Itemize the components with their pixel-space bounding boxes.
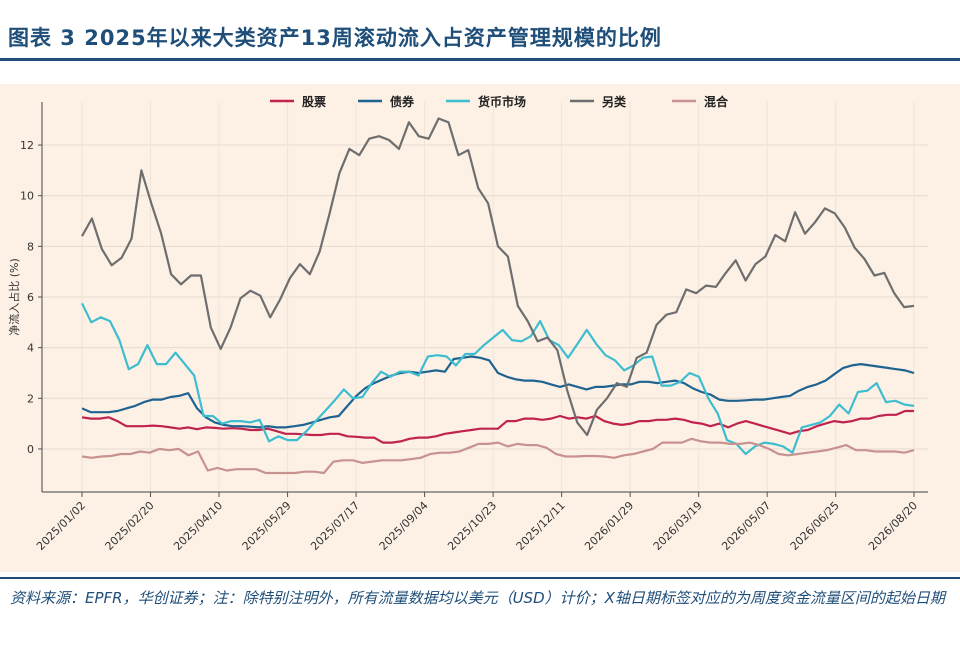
title-divider [0,58,960,61]
x-tick-label: 2025/09/04 [377,499,431,553]
series-line-1 [81,355,915,429]
y-tick-label: 10 [20,190,34,203]
x-tick-label: 2026/01/29 [582,499,636,553]
x-tick-label: 2025/01/02 [34,499,88,553]
legend-label: 债券 [390,94,415,109]
x-tick-label: 2025/02/20 [103,499,157,553]
x-tick-label: 2025/04/10 [171,499,225,553]
x-tick-label: 2025/05/29 [240,499,294,553]
x-tick-label: 2025/10/23 [445,499,499,553]
x-tick-label: 2026/05/07 [719,499,773,553]
y-tick-label: 0 [27,443,34,456]
x-tick-label: 2026/08/20 [866,499,920,553]
y-tick-label: 2 [27,392,34,405]
line-chart: 0 2 4 6 8 10 12 2025/01/02 2025/02/20 2025/04/10 2… [7,94,928,553]
legend-label: 另类 [602,94,627,109]
y-tick-label: 12 [20,139,34,152]
series-line-2 [81,302,915,456]
chart-panel: 0 2 4 6 8 10 12 2025/01/02 2025/02/20 2025/04/10 2… [0,84,960,572]
source-divider [0,577,960,579]
x-tick-label: 2026/06/25 [788,499,842,553]
series-line-3 [81,117,915,437]
legend-label: 混合 [704,94,729,109]
y-tick-label: 8 [27,240,34,253]
x-tick-label: 2025/07/17 [308,499,362,553]
x-tick-label: 2025/12/11 [514,499,568,553]
figure-title: 图表 3 2025年以来大类资产13周滚动流入占资产管理规模的比例 [8,26,662,50]
x-tick-label: 2026/03/19 [651,499,705,553]
legend-label: 货币市场 [478,94,526,109]
series-line-0 [81,409,914,444]
y-tick-label: 4 [27,342,34,355]
source-note: 资料来源：EPFR，华创证券；注：除特别注明外，所有流量数据均以美元（USD）计… [10,589,945,607]
y-tick-label: 6 [27,291,34,304]
series-line-4 [81,437,915,475]
legend-label: 股票 [302,94,326,109]
y-axis-label: 净流入占比 (%) [7,258,21,336]
